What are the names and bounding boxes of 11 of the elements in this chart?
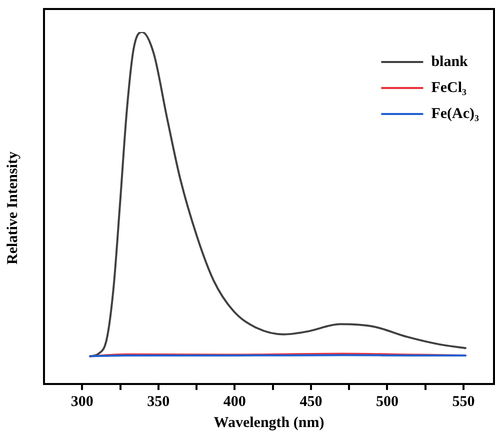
x-tick-label: 400 bbox=[223, 394, 246, 410]
x-tick-label: 450 bbox=[300, 394, 322, 410]
x-tick-label: 300 bbox=[70, 394, 94, 410]
x-tick-label: 500 bbox=[376, 394, 398, 410]
x-tick-label: 550 bbox=[452, 394, 475, 410]
x-tick-label: 350 bbox=[147, 394, 170, 410]
legend-label: Fe(Ac)₃ bbox=[431, 106, 480, 122]
y-axis-title: Relative Intensity bbox=[4, 151, 21, 264]
legend-label: FeCl₃ bbox=[431, 80, 468, 96]
x-axis-title: Wavelength (nm) bbox=[214, 414, 324, 431]
legend-label: blank bbox=[431, 54, 469, 70]
